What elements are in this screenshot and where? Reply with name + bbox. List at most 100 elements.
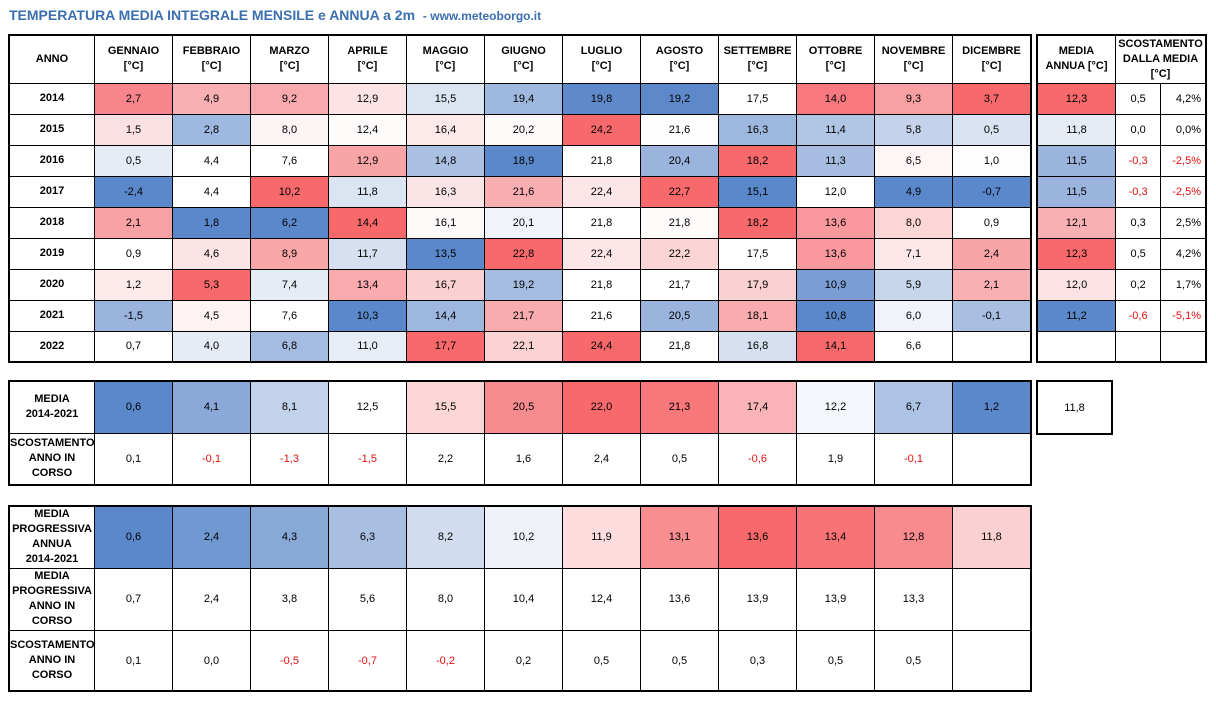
month-value-cell: 21,8 — [640, 330, 719, 363]
column-header-month-line: [°C] — [357, 60, 378, 73]
month-value-cell: 19,2 — [484, 268, 563, 301]
month-value-cell: 2,7 — [94, 82, 173, 115]
progressive-deviation-label-line: ANNO IN — [28, 654, 76, 667]
progressive-current-cell: 5,6 — [328, 567, 407, 632]
month-value-cell: 17,7 — [406, 330, 485, 363]
deviation-value-cell: 2,2 — [406, 432, 485, 486]
month-value-cell: 12,0 — [796, 175, 875, 208]
progressive-deviation-row: SCOSTAMENTO ANNO IN CORSO 0,1 0,0 -0,5 -0,7 -0,… — [8, 630, 1032, 692]
month-value-cell: 5,8 — [874, 113, 953, 146]
year-label: 2017 — [8, 175, 95, 208]
month-value-cell: 11,7 — [328, 237, 407, 270]
year-row: 2017 -2,4 4,4 10,2 11,8 16,3 21,6 22,4 22,7 15,1 1… — [8, 175, 1032, 208]
month-value-cell — [952, 330, 1032, 363]
column-header-month: APRILE [°C] — [328, 34, 407, 84]
month-value-cell: 16,1 — [406, 206, 485, 239]
month-value-cell: 18,1 — [718, 299, 797, 332]
mean-label: MEDIA 2014-2021 — [8, 380, 95, 434]
mean-annual-value: 11,8 — [1036, 380, 1113, 435]
progressive-mean-label-line: PROGRESSIVA — [12, 523, 92, 536]
month-value-cell: 14,1 — [796, 330, 875, 363]
month-value-cell: -0,7 — [952, 175, 1032, 208]
month-value-cell: 3,7 — [952, 82, 1032, 115]
month-value-cell: 21,6 — [484, 175, 563, 208]
month-value-cell: 10,9 — [796, 268, 875, 301]
mean-value-cell: 17,4 — [718, 380, 797, 434]
column-header-anno-line: ANNO — [35, 52, 69, 65]
month-value-cell: 11,4 — [796, 113, 875, 146]
progressive-mean-cell: 13,4 — [796, 505, 875, 569]
column-header-month-line: MAGGIO — [422, 45, 469, 58]
mean-value-cell: 6,7 — [874, 380, 953, 434]
column-header-month-line: LUGLIO — [580, 45, 623, 58]
column-header-month-line: SETTEMBRE — [723, 45, 792, 58]
header-row: MEDIA ANNUA [°C] SCOSTAMENTO DALLA MEDIA [°C… — [1036, 34, 1207, 84]
annual-row: 11,5 -0,3 -2,5% — [1036, 144, 1207, 177]
month-value-cell: 4,0 — [172, 330, 251, 363]
month-value-cell: 7,1 — [874, 237, 953, 270]
progressive-mean-cell: 11,9 — [562, 505, 641, 569]
month-value-cell: 2,8 — [172, 113, 251, 146]
annual-deviation-cell: -0,3 — [1114, 144, 1162, 177]
progressive-deviation-cell: 0,1 — [94, 630, 173, 692]
column-header-month-line: [°C] — [123, 60, 144, 73]
year-label: 2020 — [8, 268, 95, 301]
annual-deviation-pct-cell: 2,5% — [1160, 206, 1207, 239]
month-value-cell: 22,2 — [640, 237, 719, 270]
progressive-current-cell: 8,0 — [406, 567, 485, 632]
month-value-cell: 14,8 — [406, 144, 485, 177]
mean-label-line: MEDIA — [34, 393, 70, 406]
mean-annual-box: 11,8 — [1036, 380, 1113, 435]
mean-value-cell: 12,5 — [328, 380, 407, 434]
annual-deviation-cell: -0,3 — [1114, 175, 1162, 208]
deviation-value-cell: -0,6 — [718, 432, 797, 486]
month-value-cell: 19,2 — [640, 82, 719, 115]
month-value-cell: 11,3 — [796, 144, 875, 177]
deviation-value-cell: 0,5 — [640, 432, 719, 486]
annual-deviation-cell — [1114, 330, 1162, 363]
progressive-current-cell: 13,3 — [874, 567, 953, 632]
month-value-cell: 13,4 — [328, 268, 407, 301]
month-value-cell: 7,4 — [250, 268, 329, 301]
column-header-month-line: [°C] — [903, 60, 924, 73]
month-value-cell: 2,1 — [952, 268, 1032, 301]
progressive-mean-cell: 2,4 — [172, 505, 251, 569]
month-value-cell: 20,2 — [484, 113, 563, 146]
mean-label-line: 2014-2021 — [25, 408, 79, 421]
mean-row: MEDIA 2014-2021 0,6 4,1 8,1 12,5 15,5 20,5 22,0 2… — [8, 380, 1032, 434]
month-value-cell: 9,3 — [874, 82, 953, 115]
month-value-cell: 24,2 — [562, 113, 641, 146]
deviation-value-cell: -1,5 — [328, 432, 407, 486]
month-value-cell: 24,4 — [562, 330, 641, 363]
month-value-cell: 21,8 — [562, 268, 641, 301]
month-value-cell: 22,4 — [562, 175, 641, 208]
month-value-cell: 8,9 — [250, 237, 329, 270]
annual-deviation-cell: 0,2 — [1114, 268, 1162, 301]
annual-mean-cell: 12,0 — [1036, 268, 1116, 301]
month-value-cell: 6,2 — [250, 206, 329, 239]
month-value-cell: 0,5 — [94, 144, 173, 177]
deviation-label-line: SCOSTAMENTO — [10, 437, 95, 450]
deviation-value-cell: 0,1 — [94, 432, 173, 486]
deviation-value-cell: 2,4 — [562, 432, 641, 486]
mean-value-cell: 1,2 — [952, 380, 1032, 434]
annual-deviation-pct-cell: 4,2% — [1160, 237, 1207, 270]
year-label: 2019 — [8, 237, 95, 270]
year-row: 2015 1,5 2,8 8,0 12,4 16,4 20,2 24,2 21,6 16,3 11,… — [8, 113, 1032, 146]
column-header-month: FEBBRAIO [°C] — [172, 34, 251, 84]
progressive-mean-table: MEDIA PROGRESSIVA ANNUA 2014-2021 0,6 2,4 4,3 6… — [8, 505, 1032, 692]
column-header-month: DICEMBRE [°C] — [952, 34, 1032, 84]
annual-deviation-pct-cell: 4,2% — [1160, 82, 1207, 115]
month-value-cell: 15,5 — [406, 82, 485, 115]
title-main: TEMPERATURA MEDIA INTEGRALE MENSILE e AN… — [9, 7, 416, 23]
year-label: 2014 — [8, 82, 95, 115]
progressive-mean-cell: 10,2 — [484, 505, 563, 569]
month-value-cell: 6,8 — [250, 330, 329, 363]
column-header-month-line: [°C] — [279, 60, 300, 73]
annual-row: 12,3 0,5 4,2% — [1036, 237, 1207, 270]
column-header-month: GIUGNO [°C] — [484, 34, 563, 84]
month-value-cell: 11,0 — [328, 330, 407, 363]
progressive-mean-cell: 12,8 — [874, 505, 953, 569]
mean-annual-row: 11,8 — [1036, 380, 1113, 435]
month-value-cell: 16,3 — [406, 175, 485, 208]
